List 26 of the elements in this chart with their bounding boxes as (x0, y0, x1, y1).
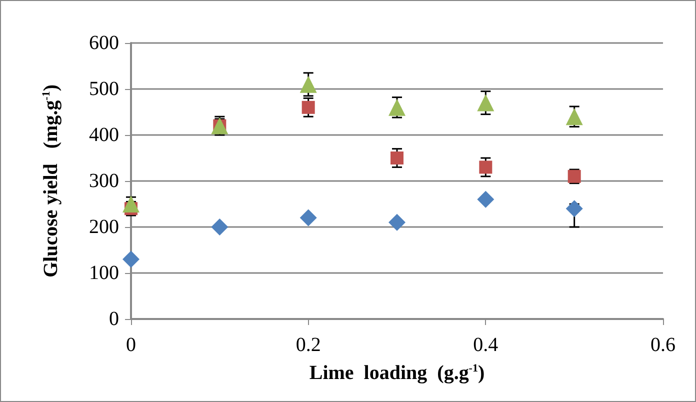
y-tick-label: 400 (89, 124, 119, 146)
x-tick-label: 0.6 (650, 334, 676, 356)
point (300, 76, 317, 93)
y-tick-label: 300 (89, 170, 119, 192)
y-tick-label: 500 (89, 78, 119, 100)
y-tick-label: 100 (89, 262, 119, 284)
point (390, 152, 404, 164)
point (388, 98, 406, 116)
point (122, 250, 140, 268)
point (566, 200, 583, 218)
y-tick-label: 200 (89, 216, 119, 238)
point (477, 94, 494, 112)
point (302, 100, 315, 114)
point (300, 209, 317, 226)
y-tick-label: 600 (89, 32, 119, 54)
y-tick-label: 0 (109, 308, 119, 330)
point (479, 160, 492, 174)
point (211, 218, 228, 236)
point (122, 196, 140, 212)
x-tick-label: 0.4 (473, 334, 498, 356)
y-axis-title: Glucose yield (mg.g-1) (40, 84, 62, 278)
point (566, 108, 583, 126)
point (388, 214, 406, 231)
x-tick-label: 0.2 (296, 334, 321, 356)
x-tick-label: 0 (126, 334, 136, 356)
point (477, 190, 494, 208)
